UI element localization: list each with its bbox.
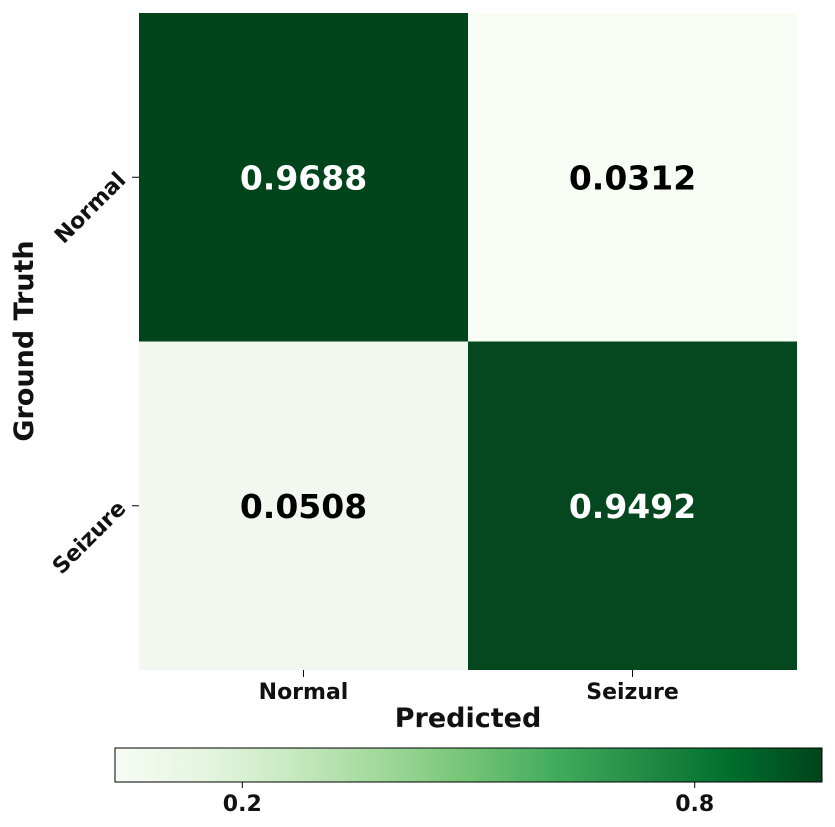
x-axis-label: Predicted (395, 703, 542, 734)
heatmap-cell-1-0 (139, 341, 468, 670)
y-axis-label: Ground Truth (9, 240, 40, 441)
cell-value-label-0-1: 0.0312 (569, 158, 696, 197)
cell-value-labels: 0.9688 0.0312 0.0508 0.9492 (240, 158, 696, 526)
y-tick-label: Seizure (48, 496, 131, 579)
heatmap-cells (139, 13, 797, 670)
cell-value-label-1-0: 0.0508 (240, 487, 367, 526)
cell-value-label-1-1: 0.9492 (569, 487, 696, 526)
y-tick-label: Normal (50, 168, 131, 249)
heatmap-cell-0-1 (468, 13, 797, 342)
colorbar (114, 747, 823, 783)
colorbar-ticks: 0.2 0.8 (223, 782, 714, 817)
colorbar-tick-label: 0.2 (223, 792, 262, 817)
heatmap-cell-1-1 (468, 341, 797, 670)
heatmap-cell-0-0 (139, 13, 468, 342)
y-axis: Normal Seizure (48, 168, 139, 579)
colorbar-tick-label: 0.8 (675, 792, 714, 817)
x-tick-label: Seizure (586, 680, 679, 705)
x-axis: Normal Seizure (259, 670, 679, 705)
x-tick-label: Normal (259, 680, 349, 705)
cell-value-label-0-0: 0.9688 (240, 158, 367, 197)
colorbar-gradient (114, 747, 823, 783)
